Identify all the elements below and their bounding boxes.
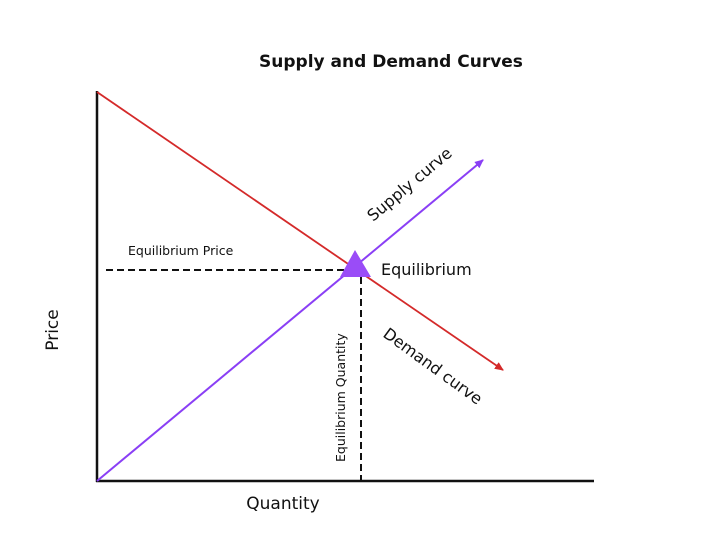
equilibrium-price-label: Equilibrium Price xyxy=(128,243,234,258)
demand-curve-label: Demand curve xyxy=(380,324,486,409)
supply-curve-label: Supply curve xyxy=(363,143,455,225)
equilibrium-quantity-label: Equilibrium Quantity xyxy=(333,333,348,462)
x-axis-label: Quantity xyxy=(246,494,319,514)
equilibrium-label: Equilibrium xyxy=(381,260,472,279)
supply-curve xyxy=(96,159,484,482)
diagram-title: Supply and Demand Curves xyxy=(259,52,523,72)
y-axis-label: Price xyxy=(43,309,63,350)
demand-curve xyxy=(96,91,504,371)
equilibrium-marker xyxy=(340,250,371,277)
